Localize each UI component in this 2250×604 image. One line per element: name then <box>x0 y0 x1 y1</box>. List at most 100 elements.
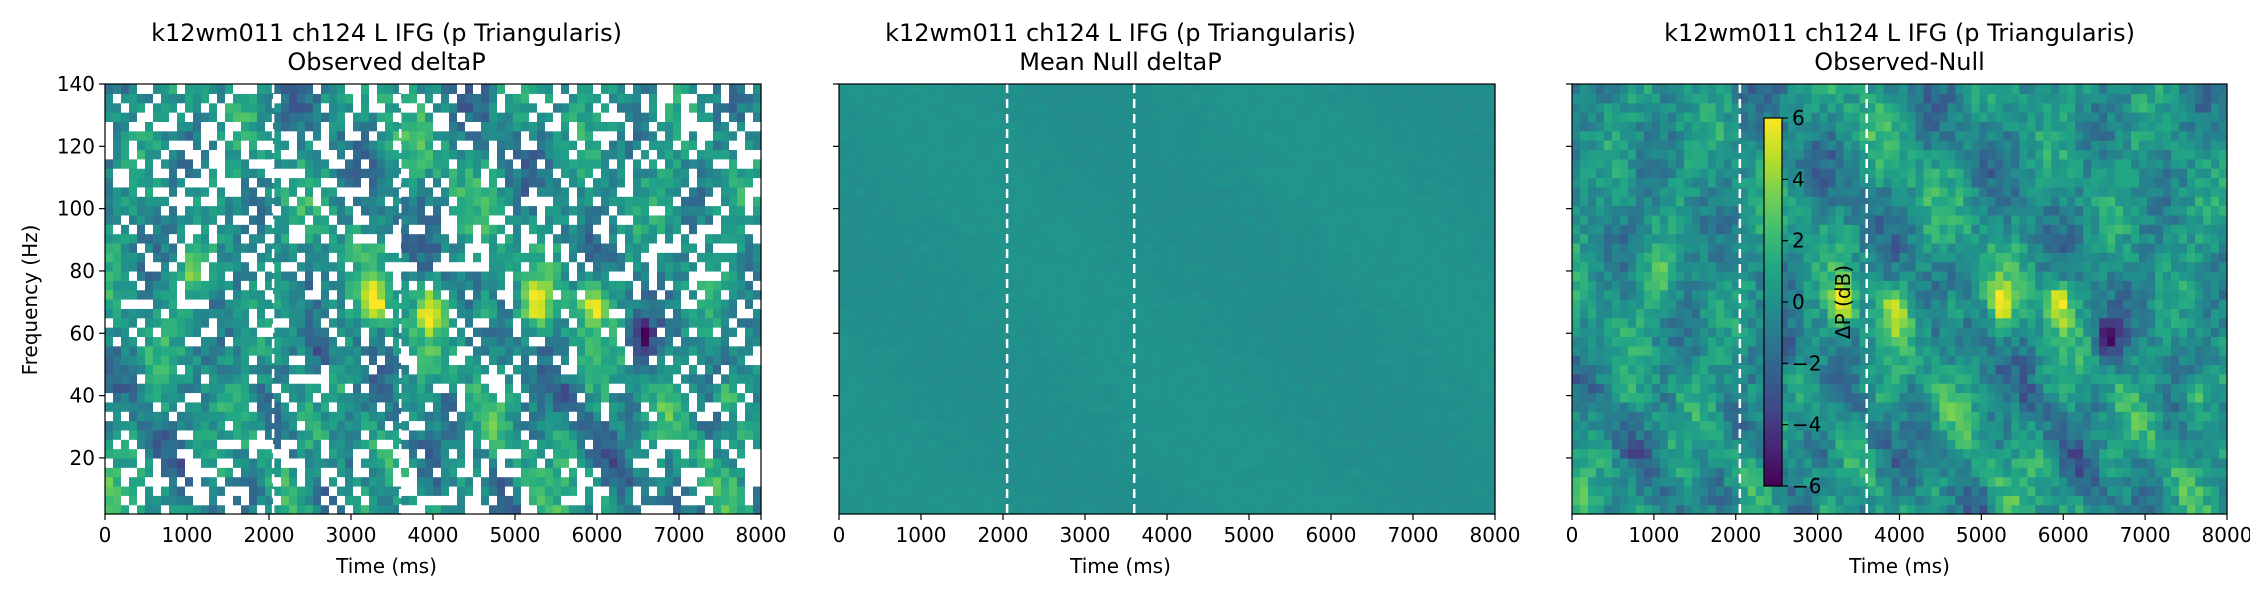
heatmap-cell <box>281 187 290 197</box>
heatmap-cell <box>489 430 498 440</box>
heatmap-cell <box>305 505 314 515</box>
heatmap-cell <box>121 467 130 477</box>
heatmap-cell <box>513 206 522 216</box>
heatmap-cell <box>137 252 146 262</box>
heatmap-cell <box>313 486 322 496</box>
heatmap-cell <box>745 93 754 103</box>
heatmap-cell <box>129 411 138 421</box>
heatmap-cell <box>625 346 634 356</box>
heatmap-cell <box>313 402 322 412</box>
heatmap-cell <box>521 318 530 328</box>
heatmap-cell <box>577 346 586 356</box>
heatmap-cell <box>537 467 546 477</box>
heatmap-cell <box>879 224 888 234</box>
heatmap-cell <box>927 215 936 225</box>
heatmap-cell <box>737 392 746 402</box>
heatmap-cell <box>337 486 346 496</box>
heatmap-cell <box>401 84 410 94</box>
heatmap-cell <box>617 355 626 365</box>
heatmap-cell <box>281 449 290 459</box>
heatmap-cell <box>193 84 202 94</box>
heatmap-cell <box>585 215 594 225</box>
heatmap-cell <box>903 449 912 459</box>
heatmap-cell <box>473 346 482 356</box>
heatmap-cell <box>721 243 730 253</box>
heatmap-cell <box>281 252 290 262</box>
heatmap-cell <box>753 364 762 374</box>
heatmap-cell <box>863 252 872 262</box>
heatmap-cell <box>729 196 738 206</box>
heatmap-cell <box>633 346 642 356</box>
heatmap-cell <box>321 215 330 225</box>
heatmap-cell <box>233 383 242 393</box>
heatmap-cell <box>657 318 666 328</box>
heatmap-cell <box>217 364 226 374</box>
heatmap-cell <box>1031 430 1040 440</box>
heatmap-cell <box>425 112 434 122</box>
heatmap-cell <box>887 84 896 94</box>
heatmap-cell <box>417 149 426 159</box>
heatmap-cell <box>513 449 522 459</box>
heatmap-cell <box>281 467 290 477</box>
heatmap-cell <box>537 411 546 421</box>
heatmap-cell <box>657 290 666 300</box>
heatmap-cell <box>353 392 362 402</box>
heatmap-cell <box>673 131 682 141</box>
heatmap-cell <box>193 93 202 103</box>
heatmap-cell <box>697 252 706 262</box>
heatmap-cell <box>241 336 250 346</box>
heatmap-cell <box>193 308 202 318</box>
heatmap-cell <box>895 262 904 272</box>
heatmap-cell <box>145 149 154 159</box>
heatmap-cell <box>919 224 928 234</box>
heatmap-cell <box>927 430 936 440</box>
heatmap-cell <box>545 177 554 187</box>
heatmap-cell <box>353 290 362 300</box>
heatmap-cell <box>967 308 976 318</box>
heatmap-cell <box>585 486 594 496</box>
heatmap-cell <box>521 103 530 113</box>
heatmap-cell <box>233 121 242 131</box>
heatmap-cell <box>113 187 122 197</box>
heatmap-cell <box>569 280 578 290</box>
heatmap-cell <box>967 112 976 122</box>
heatmap-cell <box>991 467 1000 477</box>
heatmap-cell <box>673 252 682 262</box>
heatmap-cell <box>457 486 466 496</box>
heatmap-cell <box>433 355 442 365</box>
heatmap-cell <box>329 336 338 346</box>
heatmap-cell <box>281 168 290 178</box>
heatmap-cell <box>745 84 754 94</box>
heatmap-cell <box>425 411 434 421</box>
heatmap-cell <box>729 346 738 356</box>
heatmap-cell <box>839 308 848 318</box>
heatmap-cell <box>185 215 194 225</box>
heatmap-cell <box>633 159 642 169</box>
heatmap-cell <box>193 439 202 449</box>
heatmap-cell <box>625 486 634 496</box>
heatmap-cell <box>737 290 746 300</box>
heatmap-cell <box>145 215 154 225</box>
heatmap-cell <box>377 159 386 169</box>
heatmap-cell <box>1015 318 1024 328</box>
heatmap-cell <box>481 271 490 281</box>
heatmap-cell <box>441 121 450 131</box>
heatmap-cell <box>225 355 234 365</box>
heatmap-cell <box>729 430 738 440</box>
heatmap-cell <box>241 206 250 216</box>
heatmap-cell <box>177 93 186 103</box>
x-tick-label: 7000 <box>654 523 705 547</box>
heatmap-cell <box>561 318 570 328</box>
heatmap-cell <box>209 458 218 468</box>
heatmap-cell <box>489 421 498 431</box>
heatmap-cell <box>305 262 314 272</box>
heatmap-cell <box>855 308 864 318</box>
heatmap-cell <box>289 299 298 309</box>
heatmap-cell <box>185 262 194 272</box>
heatmap-cell <box>839 93 848 103</box>
heatmap-cell <box>705 299 714 309</box>
heatmap-cell <box>217 486 226 496</box>
heatmap-cell <box>697 243 706 253</box>
heatmap-cell <box>225 140 234 150</box>
heatmap-cell <box>385 374 394 384</box>
